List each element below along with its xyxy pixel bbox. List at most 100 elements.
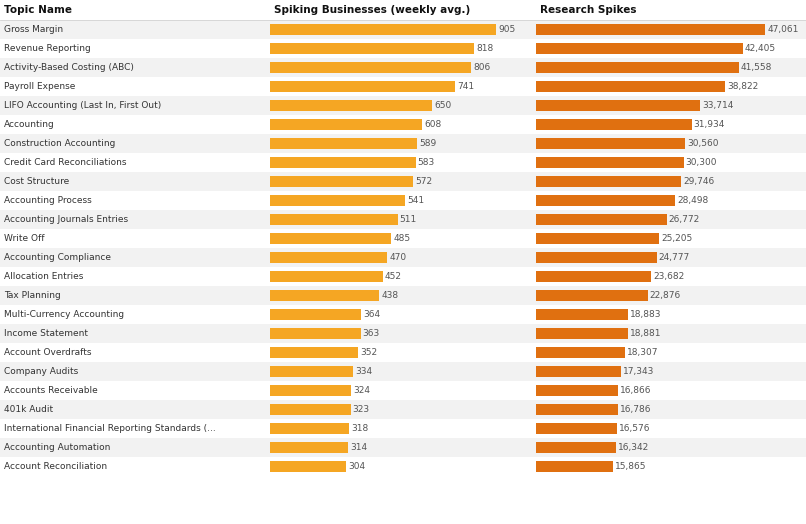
Bar [0, 39, 806, 58]
Text: Account Reconciliation: Account Reconciliation [4, 462, 107, 471]
Text: 541: 541 [407, 196, 424, 205]
Text: 16,786: 16,786 [620, 405, 651, 414]
Text: Accounts Receivable: Accounts Receivable [4, 386, 98, 395]
Text: 589: 589 [419, 139, 436, 148]
Bar [0, 172, 806, 191]
Bar [270, 309, 361, 320]
Text: 741: 741 [457, 82, 474, 91]
Text: Research Spikes: Research Spikes [540, 5, 637, 15]
Text: 16,576: 16,576 [619, 424, 650, 433]
Text: International Financial Reporting Standards (...: International Financial Reporting Standa… [4, 424, 216, 433]
Text: 15,865: 15,865 [615, 462, 647, 471]
Text: 304: 304 [348, 462, 365, 471]
Text: 24,777: 24,777 [659, 253, 690, 262]
Text: 806: 806 [473, 63, 491, 72]
Text: Accounting Process: Accounting Process [4, 196, 92, 205]
Text: 818: 818 [476, 44, 493, 53]
Text: Spiking Businesses (weekly avg.): Spiking Businesses (weekly avg.) [274, 5, 470, 15]
Text: Construction Accounting: Construction Accounting [4, 139, 115, 148]
Bar [270, 404, 351, 415]
Text: 30,300: 30,300 [686, 158, 717, 167]
Bar [536, 404, 618, 415]
Text: 364: 364 [363, 310, 380, 319]
Text: 18,883: 18,883 [630, 310, 662, 319]
Bar [536, 271, 651, 282]
Text: 511: 511 [400, 215, 417, 224]
Bar [0, 77, 806, 96]
Text: 16,866: 16,866 [621, 386, 652, 395]
Bar [0, 381, 806, 400]
Text: 401k Audit: 401k Audit [4, 405, 53, 414]
Bar [536, 290, 647, 301]
Text: 31,934: 31,934 [694, 120, 725, 129]
Text: Cost Structure: Cost Structure [4, 177, 69, 186]
Text: Allocation Entries: Allocation Entries [4, 272, 83, 281]
Text: Company Audits: Company Audits [4, 367, 78, 376]
Bar [536, 252, 657, 263]
Bar [270, 290, 380, 301]
Bar [270, 176, 413, 187]
Bar [536, 176, 681, 187]
Bar [536, 328, 628, 339]
Bar [0, 419, 806, 438]
Text: 608: 608 [424, 120, 441, 129]
Text: 572: 572 [415, 177, 432, 186]
Text: 452: 452 [385, 272, 402, 281]
Text: 30,560: 30,560 [687, 139, 718, 148]
Text: 25,205: 25,205 [661, 234, 692, 243]
Bar [536, 461, 613, 472]
Text: 314: 314 [351, 443, 368, 452]
Text: Credit Card Reconciliations: Credit Card Reconciliations [4, 158, 127, 167]
Text: 323: 323 [353, 405, 370, 414]
Bar [0, 20, 806, 39]
Bar [270, 214, 397, 225]
Bar [536, 195, 675, 206]
Bar [270, 385, 351, 396]
Text: 324: 324 [353, 386, 370, 395]
Bar [0, 248, 806, 267]
Bar [536, 233, 659, 244]
Bar [536, 81, 725, 92]
Bar [270, 423, 350, 434]
Text: Income Statement: Income Statement [4, 329, 88, 338]
Bar [270, 347, 358, 358]
Bar [270, 100, 432, 111]
Bar [0, 153, 806, 172]
Text: Write Off: Write Off [4, 234, 44, 243]
Text: 334: 334 [355, 367, 372, 376]
Text: 318: 318 [351, 424, 368, 433]
Text: Accounting Journals Entries: Accounting Journals Entries [4, 215, 128, 224]
Bar [270, 157, 416, 168]
Text: 18,881: 18,881 [630, 329, 662, 338]
Text: 17,343: 17,343 [622, 367, 654, 376]
Bar [0, 210, 806, 229]
Text: 33,714: 33,714 [702, 101, 733, 110]
Text: 650: 650 [434, 101, 451, 110]
Bar [0, 400, 806, 419]
Text: Revenue Reporting: Revenue Reporting [4, 44, 91, 53]
Bar [536, 214, 667, 225]
Bar [270, 43, 475, 54]
Text: 41,558: 41,558 [741, 63, 772, 72]
Bar [0, 191, 806, 210]
Text: 38,822: 38,822 [727, 82, 758, 91]
Text: LIFO Accounting (Last In, First Out): LIFO Accounting (Last In, First Out) [4, 101, 161, 110]
Text: 28,498: 28,498 [677, 196, 708, 205]
Bar [0, 0, 806, 20]
Bar [0, 267, 806, 286]
Text: Accounting: Accounting [4, 120, 55, 129]
Bar [536, 157, 683, 168]
Bar [270, 271, 383, 282]
Bar [270, 366, 354, 377]
Text: Accounting Compliance: Accounting Compliance [4, 253, 111, 262]
Text: Payroll Expense: Payroll Expense [4, 82, 76, 91]
Text: 470: 470 [389, 253, 406, 262]
Text: 352: 352 [360, 348, 377, 357]
Text: 26,772: 26,772 [668, 215, 700, 224]
Text: 583: 583 [418, 158, 435, 167]
Bar [270, 461, 346, 472]
Bar [536, 62, 738, 73]
Bar [0, 324, 806, 343]
Bar [0, 286, 806, 305]
Bar [0, 115, 806, 134]
